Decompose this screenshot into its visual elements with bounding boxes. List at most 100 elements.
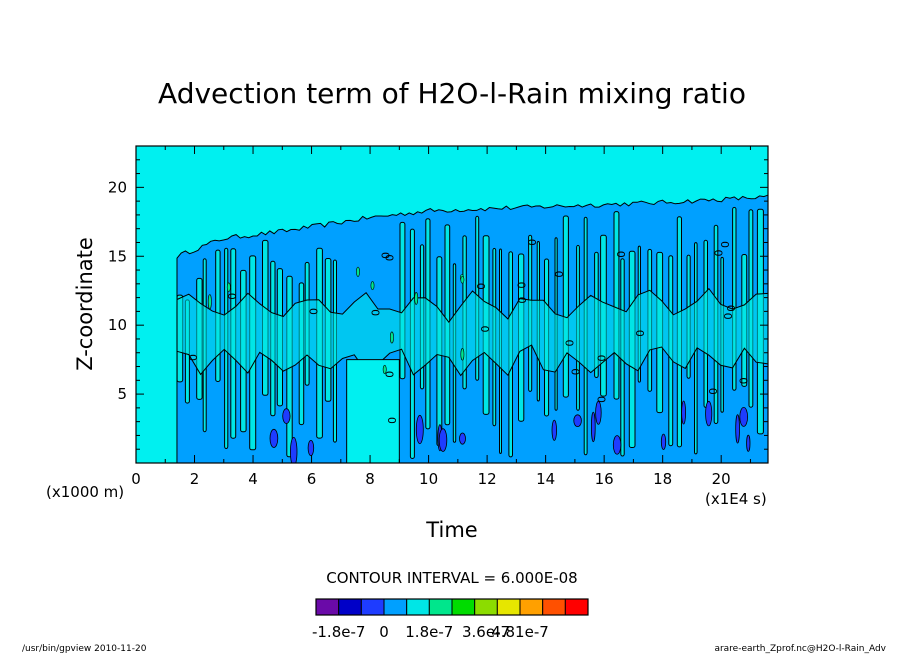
contour-label: 0 <box>380 252 393 259</box>
contour-blob-negative <box>269 428 279 448</box>
contour-blob-positive <box>226 282 231 292</box>
x-tick-label: 8 <box>365 470 375 488</box>
contour-label: 0 <box>384 254 397 261</box>
contour-label: 0 <box>386 417 399 424</box>
colorbar-swatch <box>451 598 476 616</box>
x-tick-label: 6 <box>307 470 317 488</box>
contour-label: 0 <box>553 271 566 278</box>
contour-blob-negative <box>590 411 596 443</box>
contour-blob-negative <box>739 406 748 427</box>
contour-label: 0 <box>595 396 608 403</box>
contour-blob-negative <box>438 428 448 452</box>
y-axis: 5 10 15 20 <box>108 145 768 450</box>
contour-label: 0 <box>384 371 397 378</box>
contour-blob-negative <box>459 432 466 445</box>
contour-label: 0 <box>187 354 200 361</box>
x-tick-label: 10 <box>419 470 438 488</box>
contour-label: 0 <box>570 368 583 375</box>
contour-label: 0 <box>725 305 738 312</box>
colorbar-swatch <box>360 598 385 616</box>
contour-band <box>613 211 620 400</box>
colorbar <box>315 598 589 616</box>
colorbar-frame <box>315 598 589 616</box>
quiet-region <box>346 359 400 463</box>
colorbar-swatch <box>496 598 521 616</box>
x-tick-label: 18 <box>653 470 672 488</box>
contour-label: 0 <box>615 251 628 258</box>
colorbar-swatch <box>383 598 408 616</box>
contour-label: 0 <box>564 340 577 347</box>
contour-label: 0 <box>526 239 539 246</box>
contour-blob-positive <box>389 331 394 344</box>
contour-label: 0 <box>595 355 608 362</box>
contour-label: 0 <box>634 330 647 337</box>
colorbar-swatch <box>406 598 430 616</box>
contour-label: 0 <box>475 283 488 290</box>
colorbar-label: 3.6e-7 <box>462 623 510 641</box>
x-tick-label: 12 <box>478 470 497 488</box>
contour-blob-negative <box>735 414 740 444</box>
colorbar-label: -1.8e-7 <box>312 623 365 641</box>
y-tick-label: 15 <box>108 247 127 265</box>
contour-label: 0 <box>707 388 720 395</box>
x-tick-label: 2 <box>190 470 200 488</box>
colorbar-swatch <box>519 598 544 616</box>
x-tick-label: 4 <box>248 470 258 488</box>
contour-band <box>562 215 569 398</box>
contour-blob-negative <box>415 414 424 445</box>
y-axis-label: Z-coordinate <box>73 237 97 371</box>
colorbar-swatch <box>542 598 566 616</box>
x-axis-label: Time <box>425 518 477 542</box>
contour-label: 0 <box>722 313 735 320</box>
contour-blob-negative <box>307 439 315 456</box>
colorbar-label: 0 <box>379 623 389 641</box>
footer-left: /usr/bin/gpview 2010-11-20 <box>22 644 147 654</box>
contour-blob-negative <box>290 437 298 463</box>
contour-blob-negative <box>705 400 713 427</box>
colorbar-swatch <box>474 598 498 616</box>
contour-blob-negative <box>573 414 582 428</box>
contour-blob-positive <box>356 266 360 277</box>
x-tick-label: 0 <box>131 470 141 488</box>
contour-label: 0 <box>719 241 732 248</box>
colorbar-swatch <box>315 598 340 616</box>
x-tick-label: 14 <box>536 470 555 488</box>
colorbar-swatch <box>428 598 453 616</box>
contour-label: 0 <box>226 293 239 300</box>
x-axis: 0 2 4 6 8 10 12 14 16 18 20 <box>131 146 751 488</box>
colorbar-swatch <box>338 598 362 616</box>
colorbar-label: 4.81e-7 <box>491 623 549 641</box>
contour-label: 0 <box>737 377 750 384</box>
contour-blob-negative <box>681 400 686 425</box>
chart-title: Advection term of H2O-l-Rain mixing rati… <box>158 77 746 110</box>
x-axis-unit: (x1E4 s) <box>705 490 767 508</box>
x-tick-label: 16 <box>595 470 614 488</box>
y-tick-label: 20 <box>108 178 127 196</box>
colorbar-swatch <box>564 598 589 616</box>
contour-blob-positive <box>382 364 387 375</box>
contour-label: 0 <box>516 297 529 304</box>
contour-blob-positive <box>460 276 465 284</box>
plot-frame <box>135 145 769 464</box>
contour-blob-negative <box>282 408 291 424</box>
y-tick-label: 5 <box>117 385 127 403</box>
y-tick-label: 10 <box>108 316 127 334</box>
contour-blob-negative <box>746 434 751 452</box>
y-axis-unit: (x1000 m) <box>46 483 124 501</box>
colorbar-labels: -1.8e-7 0 1.8e-7 3.6e-74.81e-7 <box>312 623 549 641</box>
contour-blob-negative <box>660 433 667 450</box>
contour-blob-positive <box>414 291 419 305</box>
x-tick-label: 20 <box>712 470 731 488</box>
contour-interval-text: CONTOUR INTERVAL = 6.000E-08 <box>326 569 577 587</box>
contour-label: 0 <box>713 250 726 257</box>
contour-label: 0 <box>307 308 320 315</box>
footer-right: arare-earth_Zprof.nc@H2O-l-Rain_Adv <box>714 644 886 654</box>
contour-blob-positive <box>460 348 465 361</box>
contour-blob-negative <box>551 419 557 441</box>
contour-label: 0 <box>479 326 492 333</box>
colorbar-label: 1.8e-7 <box>405 623 453 641</box>
contour-blob-positive <box>370 281 375 291</box>
contour-blob-positive <box>207 294 212 310</box>
contour-label: 0 <box>370 309 383 316</box>
contour-blob-negative <box>612 435 622 455</box>
